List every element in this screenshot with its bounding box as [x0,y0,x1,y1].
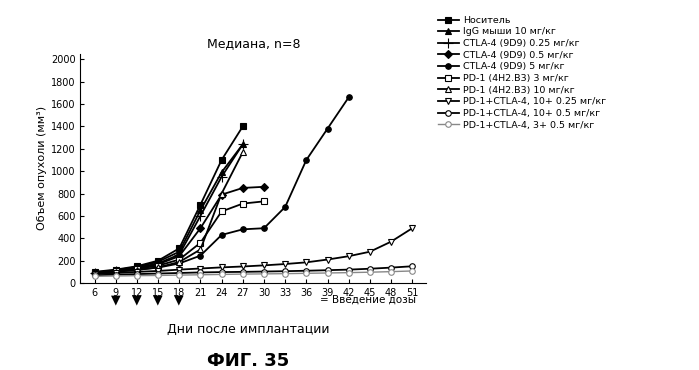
Text: ▼: ▼ [153,293,163,306]
Title: Медиана, n=8: Медиана, n=8 [207,37,300,50]
Text: = Введение дозы: = Введение дозы [320,295,416,305]
Text: ▼: ▼ [111,293,120,306]
Text: ▼: ▼ [132,293,142,306]
Y-axis label: Объем опухоли (мм³): Объем опухоли (мм³) [37,106,47,231]
Text: ▼: ▼ [175,293,184,306]
Legend: Носитель, IgG мыши 10 мг/кг, CTLA-4 (9D9) 0.25 мг/кг, CTLA-4 (9D9) 0.5 мг/кг, CT: Носитель, IgG мыши 10 мг/кг, CTLA-4 (9D9… [438,16,606,130]
Text: ФИГ. 35: ФИГ. 35 [207,352,289,370]
Text: Дни после имплантации: Дни после имплантации [167,323,329,336]
